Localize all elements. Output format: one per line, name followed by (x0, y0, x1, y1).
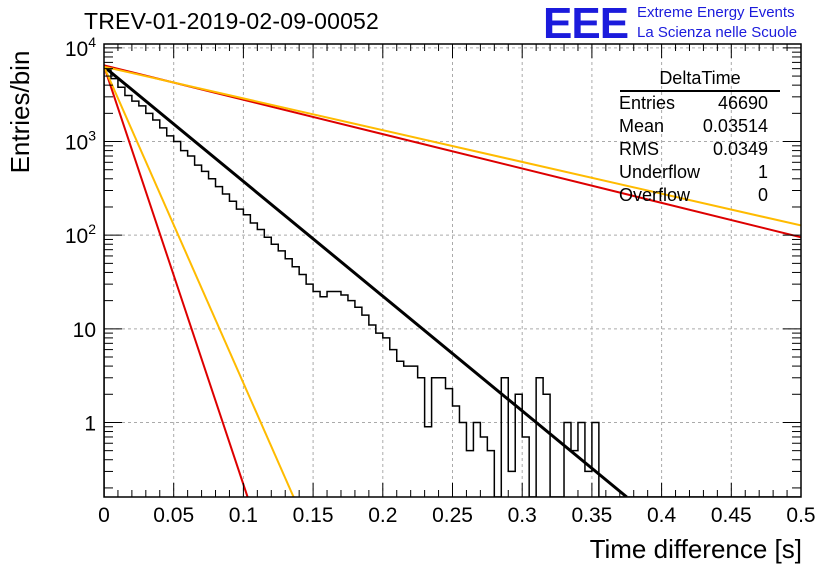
stats-value: 0 (757, 185, 768, 205)
logo-caption-line1: Extreme Energy Events (637, 4, 795, 21)
stats-box: DeltaTime Entries 46690 Mean 0.03514 RMS 0.… (612, 68, 780, 207)
chart-title: TREV-01-2019-02-09-00052 (84, 8, 380, 34)
histogram-outline (104, 69, 801, 497)
x-axis-label: Time difference [s] (589, 534, 802, 564)
x-tick-label: 0.25 (432, 504, 473, 527)
x-tick-label: 0.1 (229, 504, 258, 527)
eee-logo: EEE (543, 0, 629, 48)
stats-label: RMS (619, 139, 659, 159)
x-tick-label: 0.4 (647, 504, 677, 527)
fit-line (104, 65, 801, 227)
stats-row: Entries 46690 (612, 92, 776, 115)
stats-row: Overflow 0 (612, 184, 776, 207)
stats-title: DeltaTime (620, 68, 780, 92)
fit-line (104, 65, 628, 497)
stats-value: 46690 (717, 93, 768, 113)
x-tick-label: 0.05 (153, 504, 194, 527)
x-tick-label: 0.3 (508, 504, 537, 527)
stats-label: Mean (619, 116, 665, 136)
logo-caption-line2: La Scienza nelle Scuole (637, 24, 798, 41)
fit-line (104, 66, 295, 497)
y-tick-label: 104 (65, 34, 96, 61)
y-tick-label: 103 (65, 128, 96, 155)
stats-label: Overflow (619, 185, 691, 205)
stats-value: 0.03514 (702, 116, 768, 136)
y-axis-label: Entries/bin (5, 50, 35, 174)
y-tick-label: 10 (73, 319, 96, 342)
x-tick-label: 0 (98, 504, 110, 527)
fit-line (104, 65, 249, 497)
stats-value: 0.0349 (712, 139, 768, 159)
stats-row: Underflow 1 (612, 161, 776, 184)
y-tick-label: 1 (84, 412, 96, 435)
stats-value: 1 (757, 162, 768, 182)
stats-row: RMS 0.0349 (612, 138, 776, 161)
stats-label: Underflow (619, 162, 701, 182)
x-tick-label: 0.5 (786, 504, 815, 527)
stats-label: Entries (619, 93, 676, 113)
y-tick-label: 102 (65, 221, 96, 248)
x-tick-label: 0.45 (711, 504, 752, 527)
x-tick-label: 0.15 (293, 504, 334, 527)
x-tick-label: 0.2 (368, 504, 397, 527)
x-tick-label: 0.35 (571, 504, 612, 527)
stats-row: Mean 0.03514 (612, 115, 776, 138)
